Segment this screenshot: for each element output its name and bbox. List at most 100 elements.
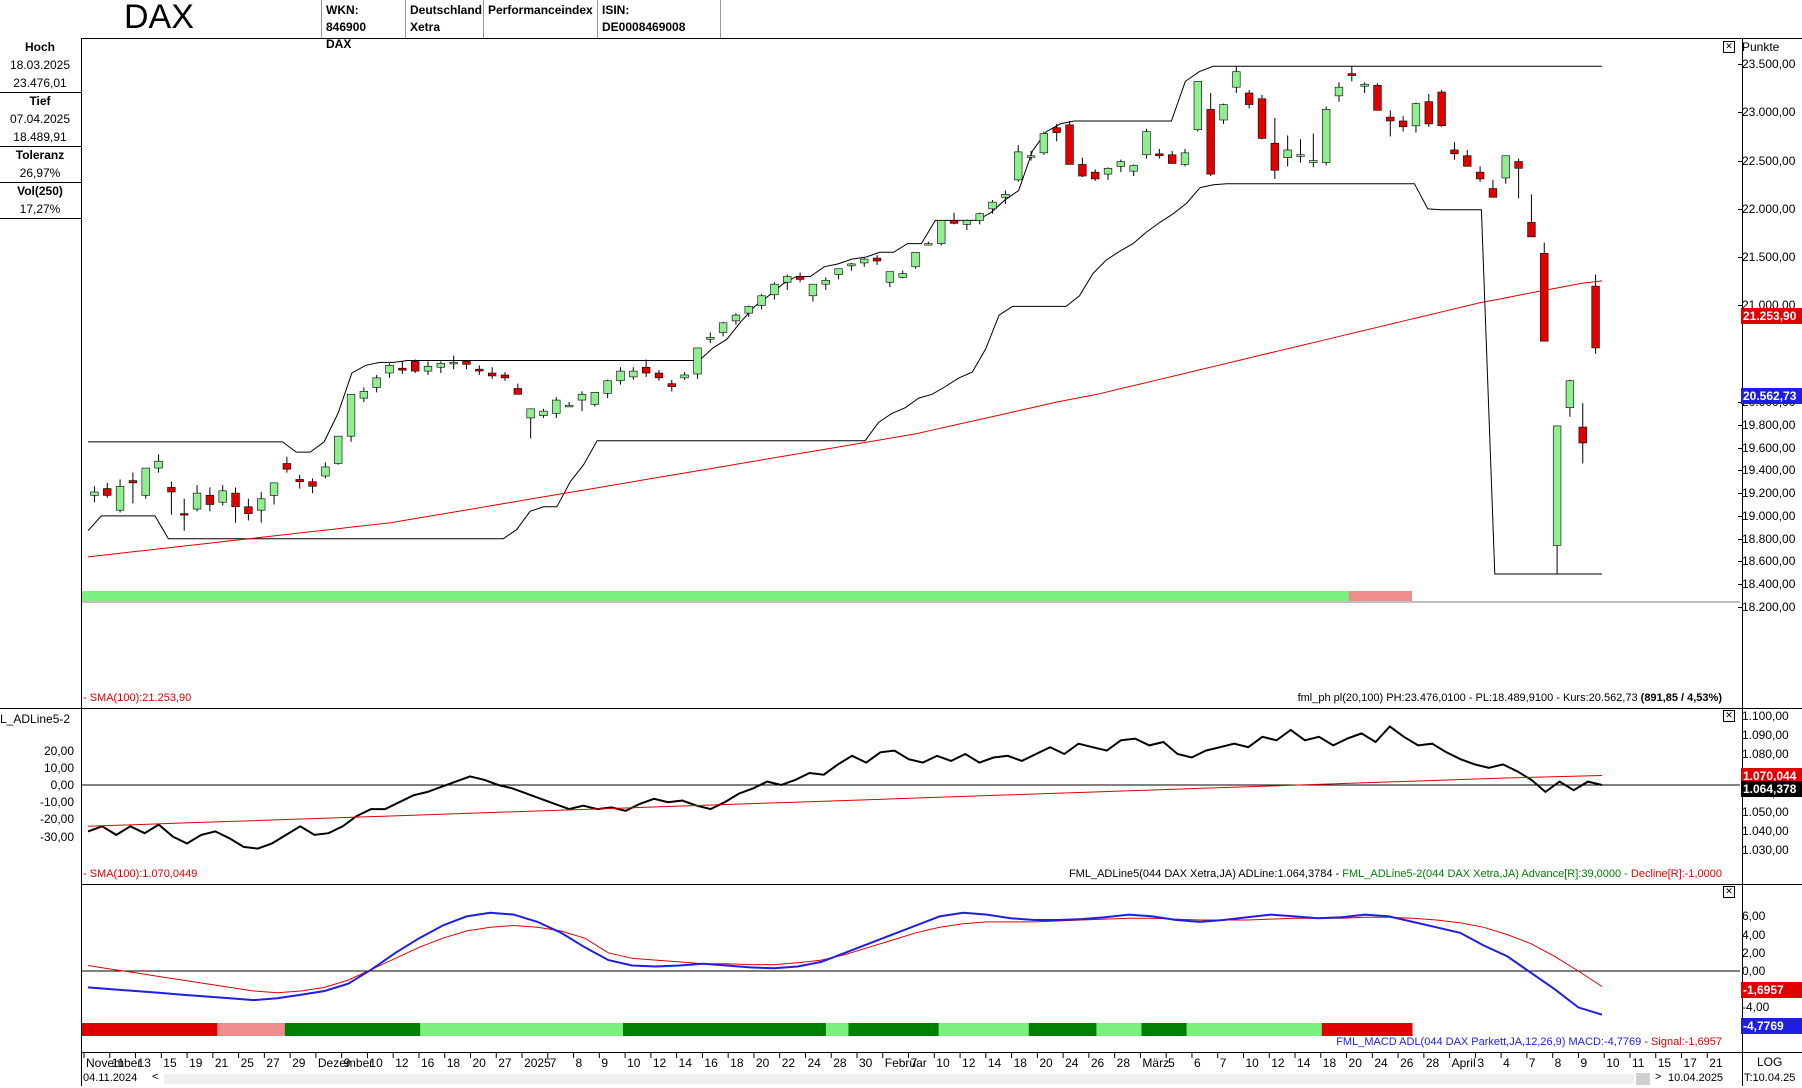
close-ad-panel-icon[interactable]: ✕ — [1723, 710, 1735, 722]
candle-down — [1386, 116, 1395, 122]
macd-tick-label: 4,00 — [1742, 927, 1766, 942]
date-tick-label: 7 — [1220, 1056, 1227, 1070]
candle-down — [1488, 188, 1498, 198]
stat-divider — [0, 92, 81, 93]
price-chart — [82, 65, 1740, 603]
candle-up — [590, 392, 599, 405]
ad-left-tick-label: 10,00 — [43, 760, 74, 775]
candle-up — [334, 435, 343, 464]
panel-divider-2 — [81, 884, 1802, 885]
date-tick-label: 16 — [704, 1056, 718, 1070]
candle-up — [1001, 194, 1010, 198]
ad-panel-title: L_ADLine5-2 — [0, 712, 71, 726]
macd-signal-bar-segment — [352, 1023, 376, 1036]
trend-bar-pink — [1349, 591, 1412, 601]
macd-signal-bar-segment — [1006, 1023, 1030, 1036]
macd-tick-label: -4,00 — [1742, 1000, 1770, 1015]
macd-signal-bar-segment — [239, 1023, 263, 1036]
candle-down — [1591, 285, 1600, 349]
candle-up — [1129, 165, 1138, 172]
macd-signal-bar-segment — [104, 1023, 128, 1036]
scrollbar-thumb[interactable] — [1636, 1073, 1650, 1085]
candle-down — [500, 374, 510, 379]
macd-signal-bar-segment — [870, 1023, 895, 1036]
macd-signal-bar-segment — [938, 1023, 962, 1036]
macd-signal-bar-segment — [577, 1023, 601, 1036]
chart-frame — [81, 38, 1743, 1086]
date-tick-label: 15 — [163, 1056, 177, 1070]
date-right: 10.04.2025 — [1668, 1072, 1724, 1084]
candle-down — [488, 372, 497, 377]
short-name: DAX — [326, 37, 352, 51]
header-separator-left — [321, 0, 322, 38]
candle-up — [372, 377, 381, 388]
date-tick-label: 4 — [1503, 1056, 1510, 1070]
macd-signal-bar-segment — [916, 1023, 940, 1036]
candle-down — [1398, 120, 1408, 128]
candle-up — [257, 498, 266, 511]
ad-sma-tag: 1.070,044 — [1741, 768, 1802, 784]
candle-up — [1142, 131, 1151, 156]
candle-up — [1360, 83, 1369, 87]
pl-legend-text: fml_ph pl(20,100) PH:23.476,0100 - PL:18… — [1297, 692, 1638, 704]
date-tick-label: November — [86, 1056, 141, 1070]
macd-signal-bar-segment — [420, 1023, 444, 1036]
macd-signal-bar-segment — [893, 1023, 917, 1036]
log-toggle[interactable]: LOG — [1757, 1055, 1783, 1069]
candle-down — [1463, 155, 1472, 167]
macd-signal-bar-segment — [623, 1023, 647, 1036]
ad-line-chart — [82, 725, 1740, 850]
ad-legend-b: FML_ADLine5-2(044 DAX Xetra,JA) Advance[… — [1342, 868, 1631, 880]
candle-down — [872, 257, 882, 262]
candle-up — [757, 295, 766, 306]
macd-signal-bar-segment — [1096, 1023, 1120, 1036]
close-main-panel-icon[interactable]: ✕ — [1723, 41, 1735, 53]
date-tick-label: 5 — [1168, 1056, 1175, 1070]
macd-signal-bar-segment — [555, 1023, 579, 1036]
macd-signal-bar-segment — [668, 1023, 692, 1036]
price-tick-label: 19.400,00 — [1742, 463, 1796, 478]
candle-up — [911, 252, 920, 268]
close-macd-panel-icon[interactable]: ✕ — [1723, 886, 1735, 898]
scrollbar-track[interactable] — [164, 1074, 1634, 1084]
ad-sma-legend: - SMA(100):1.070,0449 — [83, 868, 198, 880]
candle-up — [1180, 152, 1190, 165]
lower-channel-line — [87, 183, 1602, 575]
date-tick-label: 26 — [1400, 1056, 1414, 1070]
date-tick-label: 19 — [189, 1056, 203, 1070]
candle-up — [1014, 151, 1023, 181]
candle-down — [244, 506, 253, 514]
macd-signal-bar-segment — [397, 1023, 421, 1036]
stat-high-date: 18.03.2025 — [9, 58, 71, 72]
scroll-right-button[interactable]: > — [1655, 1071, 1662, 1083]
price-tick-mark — [1738, 447, 1742, 449]
candle-up — [115, 485, 125, 511]
candle-down — [282, 463, 292, 470]
price-tick-label: 23.000,00 — [1742, 105, 1796, 120]
macd-signal-bar-segment — [758, 1023, 782, 1036]
date-tick-label: 3 — [1477, 1056, 1484, 1070]
macd-signal-bar-segment — [690, 1023, 714, 1036]
stat-high-label: Hoch — [25, 40, 55, 54]
candle-down — [1475, 171, 1485, 180]
macd-signal-bar-segment — [848, 1023, 872, 1036]
date-tick-label: 8 — [576, 1056, 583, 1070]
date-tick-label: 14 — [1297, 1056, 1311, 1070]
candle-up — [629, 370, 638, 378]
stat-tolerance-value: 26,97% — [19, 166, 61, 180]
candle-up — [731, 314, 741, 322]
macd-signal-bar-segment — [1344, 1023, 1368, 1036]
stat-tolerance-label: Toleranz — [15, 148, 65, 162]
macd-legend-b: Signal:-1,6957 — [1651, 1036, 1722, 1048]
candle-down — [1450, 149, 1459, 155]
date-tick-label: 9 — [601, 1056, 608, 1070]
top-border — [81, 38, 1802, 39]
pl-legend-change: (891,85 / 4,53%) — [1640, 692, 1722, 704]
date-tick-label: März — [1142, 1056, 1169, 1070]
macd-chart — [82, 911, 1740, 1036]
scroll-left-button[interactable]: < — [152, 1071, 159, 1083]
candle-up — [1552, 425, 1562, 546]
date-tick-label: 16 — [421, 1056, 435, 1070]
date-tick-label: 14 — [988, 1056, 1002, 1070]
